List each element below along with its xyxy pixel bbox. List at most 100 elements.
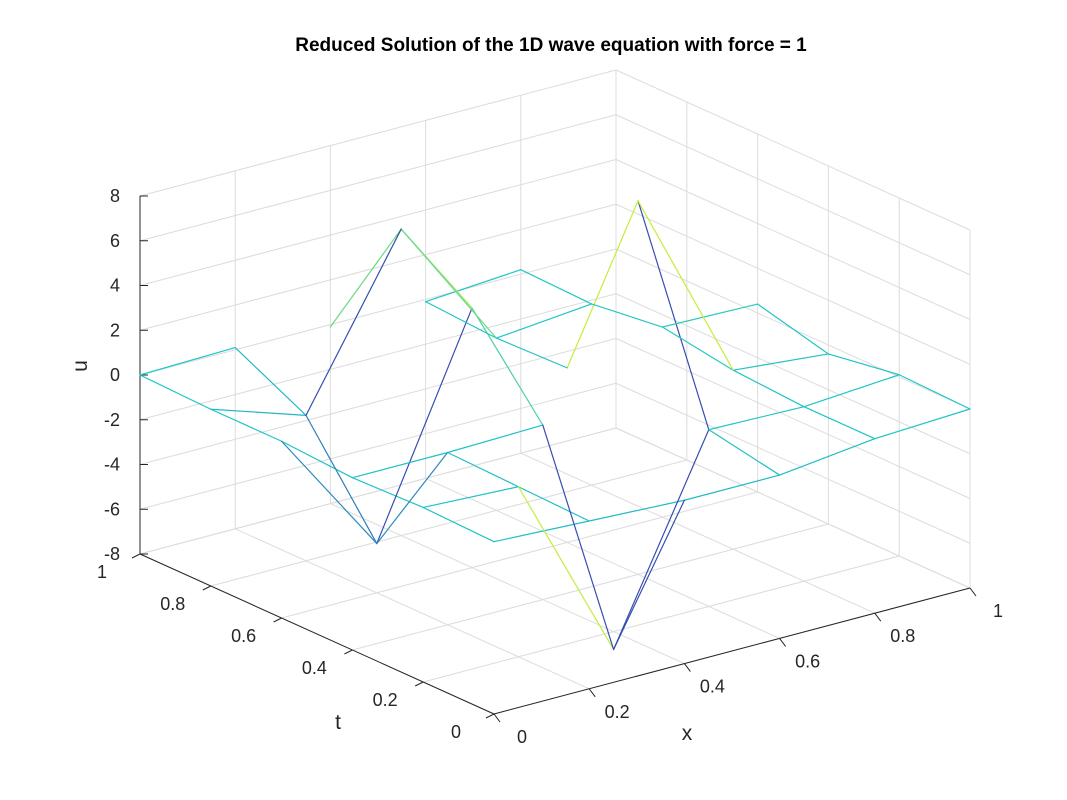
- mesh-edge: [281, 440, 378, 545]
- floor-grid-line: [330, 503, 685, 665]
- mesh-edge: [305, 414, 378, 545]
- y-tick-mark: [344, 649, 353, 655]
- mesh-surface: [139, 200, 971, 651]
- y-tick-mark: [202, 585, 212, 591]
- mesh-edge: [376, 307, 473, 545]
- mesh-edge: [305, 228, 402, 416]
- back-wall-grid-line: [139, 382, 617, 510]
- mesh-edge: [590, 303, 664, 328]
- x-tick-label: 1: [993, 601, 1003, 621]
- z-axis-label: u: [69, 360, 92, 372]
- mesh-edge: [517, 486, 615, 651]
- x-tick-mark: [874, 612, 882, 622]
- mesh-edge: [637, 200, 734, 371]
- mesh-edge: [612, 499, 686, 651]
- mesh-edge: [874, 408, 971, 440]
- y-tick-label: 0.6: [231, 626, 256, 646]
- z-tick-label: 4: [110, 276, 120, 296]
- y-tick-label: 0.2: [373, 690, 398, 710]
- mesh-edge: [139, 346, 236, 376]
- back-wall-grid-line: [139, 203, 617, 331]
- z-tick-label: 6: [110, 231, 120, 251]
- mesh-edge: [329, 228, 402, 328]
- mesh-edge: [376, 451, 449, 545]
- floor-grid-line: [352, 523, 829, 651]
- mesh-edge: [210, 408, 307, 416]
- x-tick-label: 0.6: [795, 651, 820, 671]
- mesh-edge: [351, 477, 424, 509]
- mesh-edge: [351, 451, 449, 479]
- mesh-edge: [520, 269, 593, 305]
- mesh-edge: [661, 303, 759, 328]
- mesh-edge: [210, 408, 283, 442]
- z-tick-label: 0: [110, 365, 120, 385]
- side-wall-grid-line: [615, 114, 971, 276]
- side-wall-grid-line: [615, 69, 971, 231]
- side-wall-grid-line: [615, 382, 971, 544]
- x-tick-mark: [969, 587, 977, 597]
- back-wall-grid-line: [139, 114, 617, 242]
- x-axis-label: x: [682, 722, 693, 745]
- mesh-edge: [803, 406, 876, 440]
- back-wall-grid-line: [139, 338, 617, 465]
- side-wall-grid-line: [615, 338, 971, 499]
- mesh-edge: [422, 486, 520, 509]
- mesh-edge: [803, 374, 900, 408]
- x-tick-mark: [588, 688, 596, 698]
- mesh-edge: [612, 429, 710, 651]
- mesh-edge: [425, 301, 497, 339]
- mesh-edge: [447, 451, 520, 488]
- y-tick-label: 0.8: [160, 594, 185, 614]
- y-tick-label: 1: [97, 562, 107, 582]
- mesh-edge: [898, 374, 971, 410]
- mesh-edge: [493, 520, 590, 543]
- y-tick-label: 0: [451, 722, 461, 742]
- z-tick-label: -4: [104, 455, 120, 475]
- mesh-edge: [566, 200, 639, 369]
- mesh-edge: [827, 353, 900, 376]
- mesh-edge: [778, 438, 876, 476]
- mesh-edge: [588, 499, 686, 522]
- y-tick-mark: [485, 713, 495, 719]
- mesh-edge: [637, 200, 710, 431]
- y-tick-mark: [273, 617, 282, 623]
- x-tick-label: 0.4: [700, 677, 725, 697]
- z-tick-label: 8: [110, 186, 120, 206]
- x-tick-mark: [684, 663, 691, 672]
- mesh-edge: [708, 406, 805, 431]
- side-wall-grid-line: [615, 203, 971, 365]
- mesh-edge: [756, 303, 830, 355]
- mesh-edge: [683, 474, 781, 501]
- mesh-edge: [425, 269, 522, 303]
- mesh-edge: [542, 424, 615, 651]
- mesh-edge: [234, 346, 307, 416]
- back-wall-grid-line: [139, 248, 617, 376]
- side-wall-grid-line: [615, 159, 971, 320]
- mesh-edge: [732, 369, 805, 408]
- back-wall-grid-line: [139, 427, 617, 555]
- back-wall-grid-line: [139, 159, 617, 286]
- mesh-edge: [495, 337, 568, 369]
- mesh-edge: [447, 424, 544, 454]
- back-wall-grid-line: [139, 69, 617, 197]
- floor-grid-line: [520, 452, 876, 614]
- y-axis-label: t: [335, 711, 341, 734]
- x-tick-label: 0.8: [890, 626, 915, 646]
- mesh-edge: [661, 326, 734, 371]
- mesh-edge: [400, 228, 497, 339]
- side-wall-grid-line: [615, 427, 971, 589]
- x-axis-line: [493, 587, 971, 715]
- y-tick-mark: [414, 681, 424, 687]
- tick-labels: 00.20.40.60.8100.20.40.60.81-8-6-4-20246…: [97, 186, 1003, 747]
- x-tick-mark: [493, 713, 501, 723]
- back-wall-grid-line: [139, 293, 617, 421]
- floor-grid-line: [425, 477, 780, 639]
- floor-grid-line: [234, 528, 590, 690]
- mesh-edge: [281, 440, 353, 479]
- x-tick-label: 0: [517, 727, 527, 747]
- floor-grid-line: [210, 459, 687, 587]
- mesh-edge: [422, 506, 495, 543]
- chart-title: Reduced Solution of the 1D wave equation…: [295, 35, 807, 56]
